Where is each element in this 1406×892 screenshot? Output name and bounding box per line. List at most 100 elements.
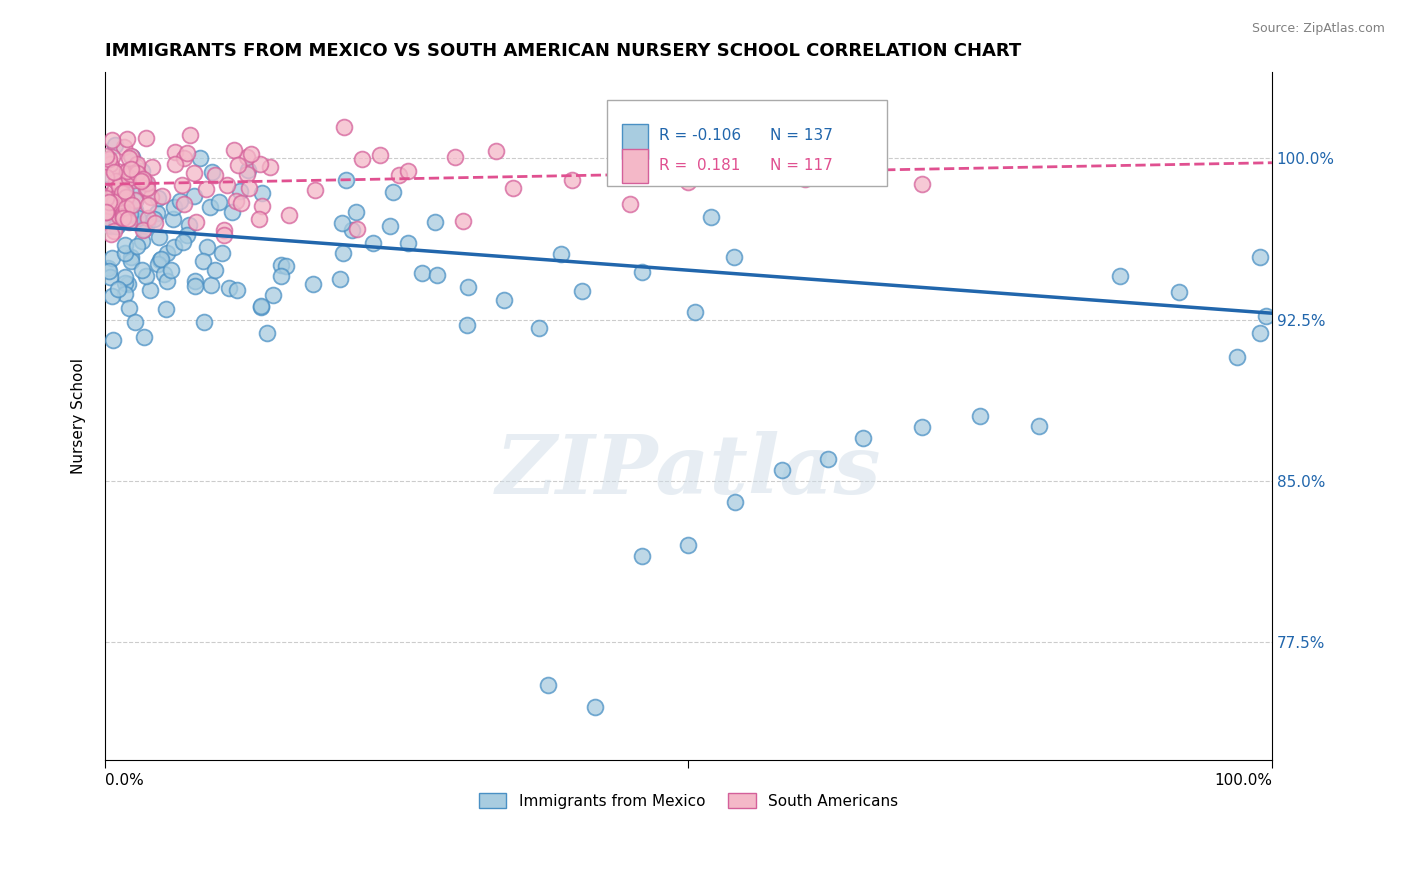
Text: 0.0%: 0.0%	[105, 773, 143, 789]
Point	[188, 151, 211, 165]
Point	[396, 164, 419, 178]
Point	[172, 235, 194, 250]
Point	[118, 215, 141, 229]
Point	[101, 150, 124, 164]
Point	[630, 265, 652, 279]
Point	[104, 137, 127, 152]
Point	[125, 159, 148, 173]
Point	[114, 277, 136, 291]
Point	[132, 223, 155, 237]
Point	[537, 678, 560, 692]
Point	[98, 269, 121, 284]
Point	[131, 174, 153, 188]
Point	[143, 217, 166, 231]
Point	[121, 198, 143, 212]
Point	[735, 150, 758, 164]
Point	[108, 187, 131, 202]
Point	[221, 205, 243, 219]
Point	[208, 194, 231, 209]
Point	[124, 315, 146, 329]
Point	[250, 198, 273, 212]
Point	[969, 409, 991, 424]
Point	[163, 157, 186, 171]
Point	[127, 157, 149, 171]
Point	[361, 236, 384, 251]
Point	[527, 321, 550, 335]
Point	[96, 205, 118, 219]
Point	[100, 219, 122, 233]
Point	[1167, 285, 1189, 299]
Point	[724, 495, 747, 509]
Point	[211, 246, 233, 260]
Text: 100.0%: 100.0%	[1213, 773, 1272, 789]
Point	[214, 223, 236, 237]
Point	[149, 252, 172, 267]
Point	[107, 282, 129, 296]
Point	[183, 166, 205, 180]
Point	[173, 196, 195, 211]
Point	[630, 549, 652, 563]
Point	[911, 420, 934, 434]
Point	[136, 197, 159, 211]
FancyBboxPatch shape	[621, 124, 648, 159]
FancyBboxPatch shape	[607, 100, 887, 186]
Point	[163, 240, 186, 254]
Point	[218, 281, 240, 295]
Point	[457, 280, 479, 294]
Point	[96, 154, 118, 169]
Point	[117, 212, 139, 227]
Point	[114, 238, 136, 252]
Point	[163, 200, 186, 214]
Point	[98, 199, 121, 213]
Point	[159, 263, 181, 277]
Point	[770, 463, 793, 477]
Point	[259, 160, 281, 174]
Point	[852, 151, 875, 165]
Point	[141, 160, 163, 174]
Point	[98, 153, 121, 167]
Point	[162, 211, 184, 226]
Point	[195, 240, 218, 254]
Point	[114, 286, 136, 301]
Point	[135, 182, 157, 196]
Point	[112, 140, 135, 154]
Point	[96, 148, 118, 162]
Point	[191, 254, 214, 268]
Point	[304, 183, 326, 197]
Point	[114, 169, 136, 183]
Point	[388, 168, 411, 182]
Text: IMMIGRANTS FROM MEXICO VS SOUTH AMERICAN NURSERY SCHOOL CORRELATION CHART: IMMIGRANTS FROM MEXICO VS SOUTH AMERICAN…	[105, 42, 1021, 60]
Point	[100, 202, 122, 216]
Point	[112, 206, 135, 220]
Point	[212, 227, 235, 242]
Point	[124, 167, 146, 181]
Point	[179, 218, 201, 232]
Point	[115, 190, 138, 204]
Point	[225, 194, 247, 208]
Point	[98, 201, 121, 215]
Point	[120, 161, 142, 176]
Point	[120, 148, 142, 162]
Point	[270, 268, 292, 283]
Point	[226, 283, 249, 297]
Text: Source: ZipAtlas.com: Source: ZipAtlas.com	[1251, 22, 1385, 36]
Point	[141, 189, 163, 203]
Point	[247, 211, 270, 226]
Point	[120, 167, 142, 181]
Point	[183, 188, 205, 202]
Point	[101, 334, 124, 348]
Text: R =  0.181: R = 0.181	[659, 158, 741, 172]
Point	[103, 224, 125, 238]
Point	[135, 176, 157, 190]
Point	[236, 167, 259, 181]
Point	[683, 305, 706, 319]
Point	[103, 165, 125, 179]
Point	[381, 185, 404, 199]
Point	[96, 189, 118, 203]
Point	[176, 227, 198, 242]
Point	[335, 172, 357, 186]
Point	[97, 264, 120, 278]
Point	[104, 174, 127, 188]
Point	[152, 267, 174, 281]
Point	[250, 299, 273, 313]
